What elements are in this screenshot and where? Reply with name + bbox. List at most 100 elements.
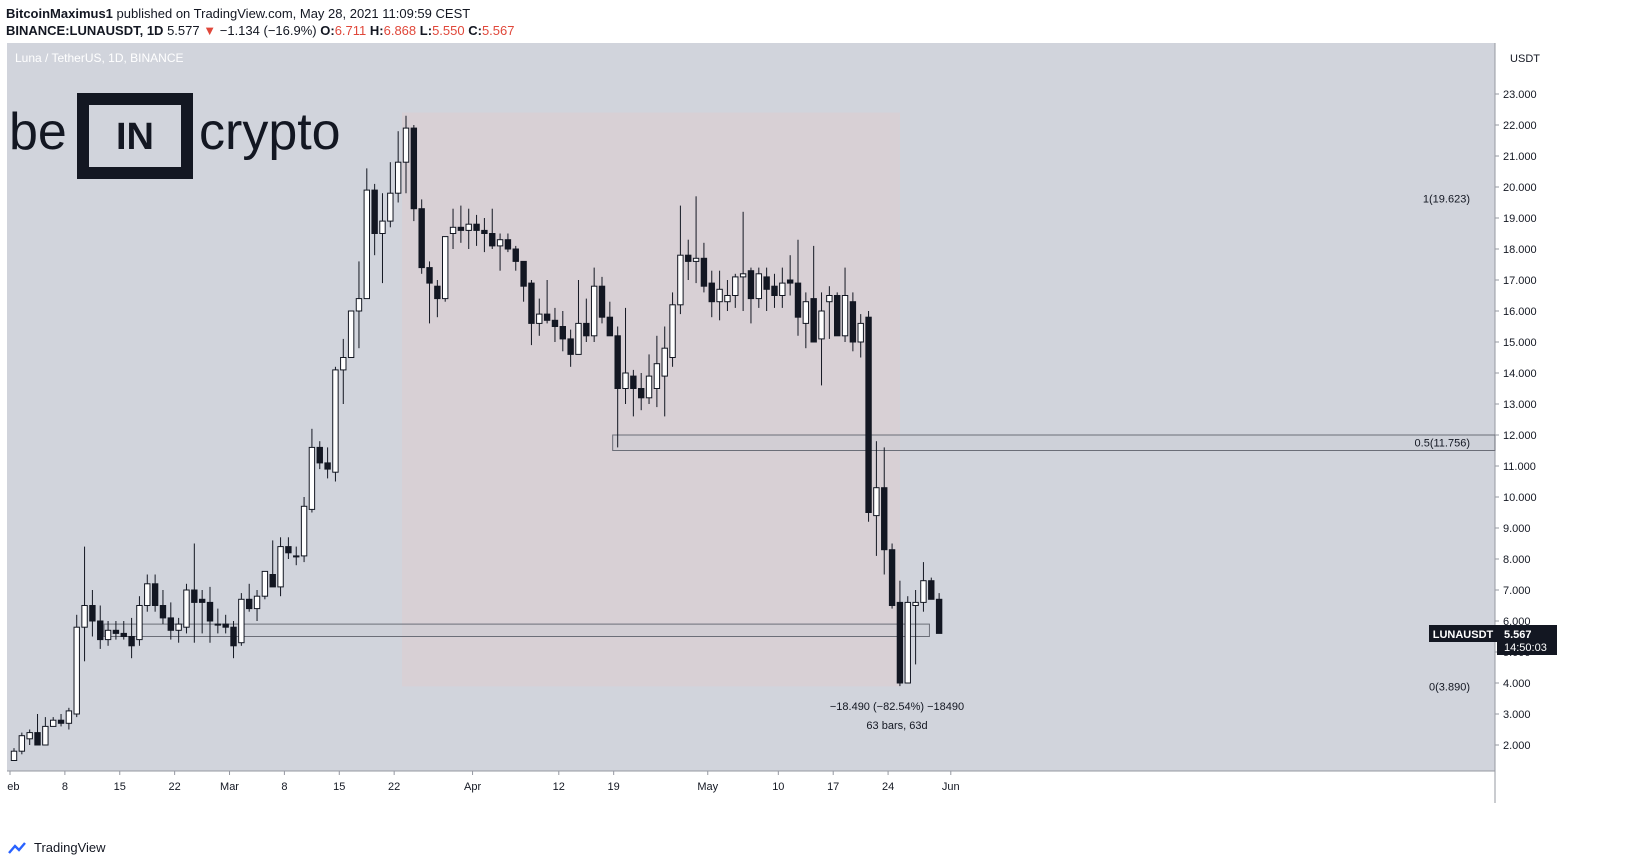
candle-body [763, 276, 770, 290]
measure-bars-label: 63 bars, 63d [866, 720, 927, 732]
candle-body [128, 636, 135, 647]
open-label: O: [320, 23, 335, 38]
candle-body [293, 555, 300, 558]
candle-body [57, 719, 65, 724]
candle-body [97, 620, 104, 641]
candle-body [426, 267, 433, 284]
candle-body [810, 298, 817, 343]
author-name[interactable]: BitcoinMaximus1 [6, 6, 113, 21]
candle-body [50, 719, 57, 727]
candle-body [826, 295, 833, 303]
y-tick-label: 9.000 [1503, 523, 1531, 535]
candles-group [10, 115, 943, 762]
candle-body [724, 295, 731, 303]
low-label: L: [419, 23, 433, 38]
candle-body [214, 623, 222, 626]
chart-header: BitcoinMaximus1 published on TradingView… [6, 5, 515, 39]
candle-body [230, 626, 237, 647]
logo-text-in: IN [116, 116, 154, 158]
candle-body [779, 282, 786, 297]
candle-body [685, 254, 692, 262]
candle-body [355, 298, 363, 312]
x-tick-label: 19 [608, 781, 620, 793]
y-tick-label: 2.000 [1503, 740, 1531, 752]
y-tick-label: 20.000 [1503, 182, 1537, 194]
chart-area[interactable]: Luna / TetherUS, 1D, BINANCE USDT 2.000 3… [1, 43, 1627, 843]
x-tick-label: Mar [220, 781, 239, 793]
ohlc-line: BINANCE:LUNAUSDT, 1D 5.577 ▼ −1.134 (−16… [6, 22, 515, 39]
candle-body [559, 326, 566, 340]
candle-body [371, 189, 378, 235]
x-tick-label: 10 [772, 781, 784, 793]
footer-brand[interactable]: TradingView [34, 840, 106, 855]
last-price-label: LUNAUSDT 5.567 14:50:03 [1429, 625, 1557, 655]
candle-body [89, 605, 96, 622]
candle-body [888, 549, 896, 607]
candlestick-chart[interactable]: Luna / TetherUS, 1D, BINANCE USDT 2.000 3… [1, 43, 1627, 843]
price-tag-value: 5.567 [1504, 629, 1532, 641]
price-change: −1.134 (−16.9%) [219, 23, 317, 38]
x-tick-label: 8 [62, 781, 68, 793]
measure-range-box [402, 112, 900, 687]
candle-body [277, 546, 284, 588]
high-label: H: [369, 23, 384, 38]
candle-body [136, 605, 143, 641]
candle-body [238, 598, 245, 644]
candle-body [865, 316, 872, 514]
candle-body [818, 310, 825, 340]
candle-body [269, 574, 276, 588]
y-tick-label: 8.000 [1503, 554, 1531, 566]
candle-body [481, 229, 488, 234]
candle-body [496, 239, 504, 247]
y-ticks-group: 2.0003.0004.0005.0006.0007.0008.0009.000… [1495, 89, 1537, 752]
y-tick-label: 16.000 [1503, 306, 1537, 318]
logo-text-crypto: crypto [199, 103, 341, 161]
candle-body [434, 285, 441, 300]
candle-body [402, 127, 410, 163]
candle-body [935, 598, 943, 634]
candle-body [638, 388, 645, 399]
candle-body [81, 605, 88, 628]
publish-info: published on TradingView.com, May 28, 20… [116, 6, 471, 21]
candle-body [449, 226, 457, 235]
candle-body [324, 462, 331, 470]
candle-body [489, 233, 496, 247]
candle-body [151, 583, 159, 606]
open-value: 6.711 [334, 23, 367, 38]
zone-resistance-fib [612, 434, 1496, 451]
y-tick-label: 13.000 [1503, 399, 1537, 411]
candle-body [786, 279, 794, 284]
candle-body [739, 273, 747, 278]
candle-body [896, 601, 904, 684]
candle-body [504, 239, 512, 250]
measure-change-label: −18.490 (−82.54%) −18490 [830, 701, 964, 713]
candle-body [34, 732, 41, 746]
candle-body [104, 629, 112, 641]
becrypto-logo: be IN crypto [9, 93, 341, 179]
candle-body [222, 623, 229, 628]
fib-label: 0.5(11.756) [1415, 438, 1470, 450]
close-label: C: [468, 23, 482, 38]
fib-labels-group: 1(19.623) 0.5(11.756) 0(3.890) [1415, 194, 1470, 694]
candle-body [191, 589, 198, 603]
x-tick-label: 22 [388, 781, 400, 793]
candle-body [567, 338, 574, 355]
candle-body [253, 595, 261, 610]
candle-body [732, 276, 739, 296]
candle-body [622, 372, 629, 389]
candle-body [653, 363, 661, 390]
down-arrow-icon: ▼ [203, 23, 217, 38]
x-tick-label: Apr [464, 781, 481, 793]
fib-label: 1(19.623) [1423, 194, 1470, 206]
symbol-label: BINANCE:LUNAUSDT, 1D [6, 23, 164, 38]
candle-body [394, 161, 402, 194]
candle-body [716, 288, 723, 303]
high-value: 6.868 [383, 23, 417, 38]
x-tick-label: 24 [882, 781, 894, 793]
candle-body [473, 223, 480, 231]
candle-body [73, 626, 80, 715]
candle-body [285, 546, 292, 554]
x-tick-label: 12 [553, 781, 565, 793]
candle-body [857, 322, 864, 343]
y-tick-label: 12.000 [1503, 430, 1537, 442]
